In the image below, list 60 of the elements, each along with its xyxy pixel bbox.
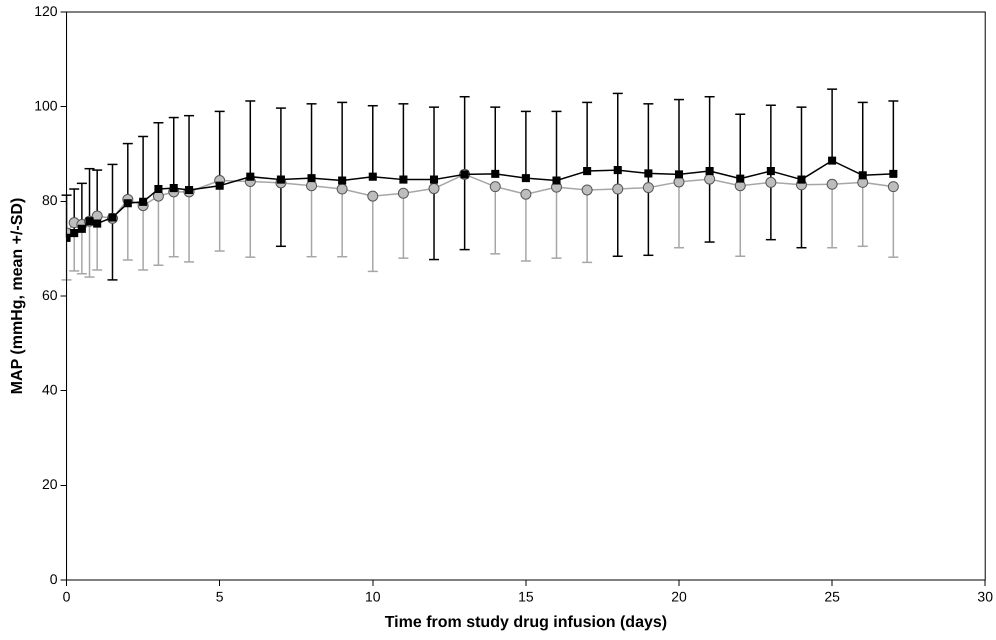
- y-tick-label: 100: [34, 98, 58, 114]
- point: [367, 190, 378, 202]
- point: [826, 178, 838, 190]
- point: [522, 174, 530, 182]
- point: [368, 172, 377, 181]
- point: [644, 169, 652, 178]
- point: [70, 229, 78, 238]
- y-tick-label: 60: [42, 286, 58, 303]
- point: [216, 182, 224, 190]
- point: [336, 184, 348, 195]
- point: [765, 176, 776, 188]
- point: [185, 186, 194, 194]
- x-tick-label: 25: [824, 588, 840, 604]
- point: [78, 224, 86, 233]
- point: [491, 170, 500, 178]
- y-tick-label: 20: [42, 476, 58, 492]
- point: [583, 167, 592, 176]
- x-tick-label: 0: [62, 588, 71, 604]
- y-tick-label: 40: [42, 382, 58, 398]
- point: [276, 176, 285, 184]
- point: [858, 171, 867, 180]
- point: [139, 198, 148, 206]
- point: [766, 167, 775, 176]
- point: [398, 188, 409, 199]
- point: [308, 174, 316, 182]
- point: [704, 174, 716, 185]
- x-tick-label: 10: [364, 588, 381, 604]
- y-tick-label: 80: [42, 192, 58, 208]
- point: [612, 184, 624, 195]
- x-tick-label: 15: [518, 588, 534, 604]
- point: [674, 170, 684, 178]
- point: [170, 184, 178, 192]
- y-tick-label: 120: [34, 2, 58, 19]
- y-axis-title: MAP (mmHg, mean +/-SD): [9, 198, 26, 394]
- point: [338, 176, 346, 185]
- point: [154, 184, 162, 194]
- point: [430, 176, 438, 184]
- x-tick-label: 30: [977, 588, 994, 604]
- point: [888, 181, 899, 192]
- point: [124, 199, 132, 208]
- y-tick-label: 0: [50, 570, 58, 587]
- point: [108, 213, 117, 222]
- point: [399, 176, 408, 184]
- x-axis-title: Time from study drug infusion (days): [384, 614, 668, 631]
- x-tick-label: 5: [216, 588, 224, 604]
- point: [614, 166, 622, 174]
- point: [736, 174, 744, 183]
- point: [93, 220, 102, 228]
- point: [520, 188, 532, 200]
- point: [428, 183, 440, 194]
- point: [889, 170, 898, 178]
- point: [490, 181, 501, 192]
- point: [828, 156, 836, 165]
- point: [552, 176, 561, 185]
- point: [642, 182, 654, 194]
- point: [582, 184, 593, 196]
- point: [797, 176, 806, 184]
- point: [246, 172, 254, 181]
- point: [706, 167, 714, 176]
- x-tick-label: 20: [671, 588, 687, 604]
